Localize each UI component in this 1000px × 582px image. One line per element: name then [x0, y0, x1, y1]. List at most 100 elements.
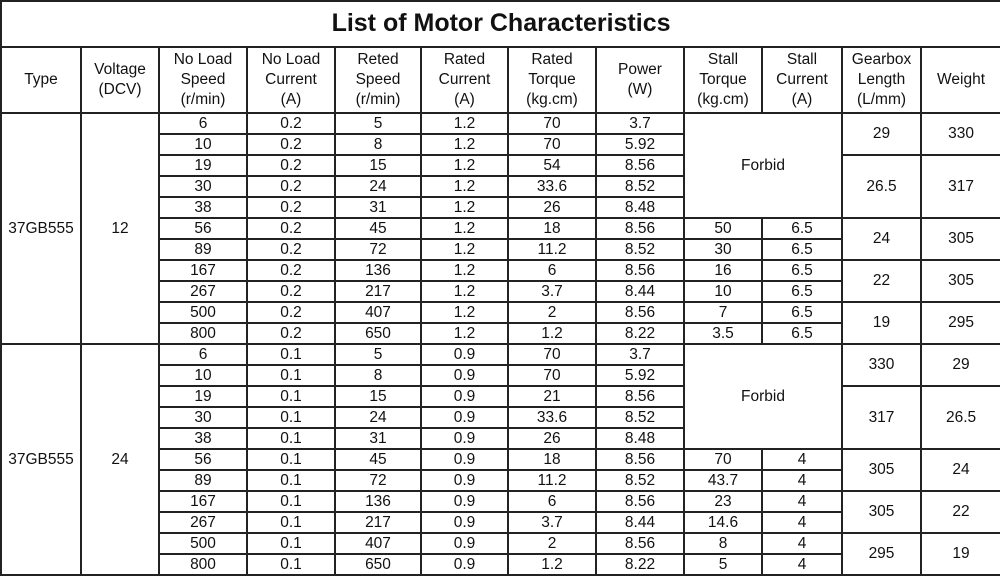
power-cell: 8.48	[595, 427, 685, 450]
no-load-current-cell: 0.1	[246, 469, 336, 492]
type-cell: 37GB555	[0, 343, 82, 576]
rated-torque-cell: 6	[507, 259, 597, 282]
no-load-speed-cell: 89	[158, 469, 248, 492]
header-line: Current	[438, 71, 491, 88]
gearbox-length-cell: 26.5	[841, 154, 922, 219]
rated-current-cell: 0.9	[420, 553, 509, 576]
stall-current-cell: 4	[761, 511, 843, 534]
header-line: Gearbox	[851, 51, 912, 68]
power-cell: 8.56	[595, 385, 685, 408]
header-line: (r/min)	[180, 91, 226, 108]
power-cell: 8.56	[595, 154, 685, 177]
rated-current-cell: 0.9	[420, 511, 509, 534]
gearbox-length-cell: 24	[841, 217, 922, 261]
table-row: 89 0.1 72 0.9 11.2 8.52 43.7 4	[1, 469, 1000, 492]
rated-torque-cell: 6	[507, 490, 597, 513]
rated-speed-cell: 72	[334, 238, 422, 261]
table-title: List of Motor Characteristics	[0, 0, 1000, 48]
header-no-load-speed: No Load Speed (r/min)	[158, 46, 248, 114]
header-no-load-current: No Load Current (A)	[246, 46, 336, 114]
no-load-speed-cell: 500	[158, 301, 248, 324]
header-weight: Weight	[919, 46, 1000, 114]
rated-speed-cell: 72	[334, 469, 422, 492]
no-load-speed-cell: 167	[158, 259, 248, 282]
no-load-current-cell: 0.1	[246, 490, 336, 513]
gearbox-length-cell: 295	[841, 532, 922, 576]
rated-torque-cell: 70	[507, 364, 597, 387]
power-cell: 8.56	[595, 301, 685, 324]
gearbox-length-cell: 305	[841, 490, 922, 534]
header-line: (kg.cm)	[526, 91, 578, 108]
header-gearbox-length: Gearbox Length (L/mm)	[841, 46, 922, 114]
rated-torque-cell: 70	[507, 112, 597, 135]
header-line: Current	[776, 71, 828, 88]
stall-torque-cell: 30	[683, 238, 763, 261]
header-line: Torque	[528, 71, 576, 88]
no-load-speed-cell: 6	[158, 343, 248, 366]
header-line: (r/min)	[355, 91, 401, 108]
table-row: 30 0.1 24 0.9 33.6 8.52	[1, 406, 1000, 429]
no-load-speed-cell: 500	[158, 532, 248, 555]
rated-speed-cell: 5	[334, 112, 422, 135]
table-row: 56 0.1 45 0.9 18 8.56 70 4 305 24	[1, 448, 1000, 492]
power-cell: 8.48	[595, 196, 685, 219]
table-row: 267 0.1 217 0.9 3.7 8.44 14.6 4	[1, 511, 1000, 534]
power-cell: 8.56	[595, 217, 685, 240]
no-load-speed-cell: 30	[158, 175, 248, 198]
rated-speed-cell: 650	[334, 553, 422, 576]
header-rated-torque: Rated Torque (kg.cm)	[507, 46, 597, 114]
stall-forbid-cell: Forbid	[683, 343, 843, 450]
rated-speed-cell: 24	[334, 175, 422, 198]
no-load-current-cell: 0.2	[246, 301, 336, 324]
rated-speed-cell: 407	[334, 301, 422, 324]
header-line: Current	[265, 71, 317, 88]
header-line: Rated	[443, 51, 486, 68]
no-load-current-cell: 0.2	[246, 259, 336, 282]
weight-cell: 317	[919, 154, 1000, 219]
rated-speed-cell: 45	[334, 448, 422, 471]
rated-current-cell: 1.2	[420, 280, 509, 303]
power-cell: 8.56	[595, 532, 685, 555]
header-rated-current: Rated Current (A)	[420, 46, 509, 114]
rated-torque-cell: 3.7	[507, 511, 597, 534]
header-line: No Load	[261, 51, 321, 68]
table-row: 10 0.2 8 1.2 70 5.92	[1, 133, 1000, 156]
header-line: (L/mm)	[856, 91, 907, 108]
rated-current-cell: 1.2	[420, 112, 509, 135]
rated-speed-cell: 407	[334, 532, 422, 555]
stall-torque-cell: 43.7	[683, 469, 763, 492]
stall-current-cell: 6.5	[761, 322, 843, 345]
stall-torque-cell: 23	[683, 490, 763, 513]
gearbox-length-cell: 29	[841, 112, 922, 156]
table-row: 267 0.2 217 1.2 3.7 8.44 10 6.5	[1, 280, 1000, 303]
power-cell: 8.22	[595, 553, 685, 576]
header-line: Rated	[531, 51, 573, 68]
rated-speed-cell: 5	[334, 343, 422, 366]
stall-torque-cell: 70	[683, 448, 763, 471]
stall-forbid-cell: Forbid	[683, 112, 843, 219]
no-load-current-cell: 0.2	[246, 280, 336, 303]
power-cell: 3.7	[595, 343, 685, 366]
header-line: Length	[857, 71, 906, 88]
stall-current-cell: 4	[761, 553, 843, 576]
power-cell: 8.56	[595, 448, 685, 471]
no-load-current-cell: 0.1	[246, 406, 336, 429]
voltage-cell: 12	[80, 112, 160, 345]
stall-current-cell: 4	[761, 490, 843, 513]
no-load-current-cell: 0.2	[246, 217, 336, 240]
header-line: Weight	[937, 71, 986, 88]
power-cell: 8.56	[595, 490, 685, 513]
motor-group: 37GB555 12 6 0.2 5 1.2 70 3.7 Forbid 29 330 10 0.2 8 1…	[0, 112, 1000, 345]
header-row: Type Voltage (DCV) No Load Speed (r/min) No Lo…	[0, 46, 1000, 114]
header-line: Type	[24, 71, 58, 88]
stall-torque-cell: 5	[683, 553, 763, 576]
stall-current-cell: 6.5	[761, 238, 843, 261]
rated-current-cell: 0.9	[420, 532, 509, 555]
rated-current-cell: 1.2	[420, 175, 509, 198]
stall-torque-cell: 3.5	[683, 322, 763, 345]
stall-current-cell: 6.5	[761, 280, 843, 303]
rated-torque-cell: 1.2	[507, 322, 597, 345]
no-load-current-cell: 0.1	[246, 427, 336, 450]
rated-current-cell: 1.2	[420, 301, 509, 324]
